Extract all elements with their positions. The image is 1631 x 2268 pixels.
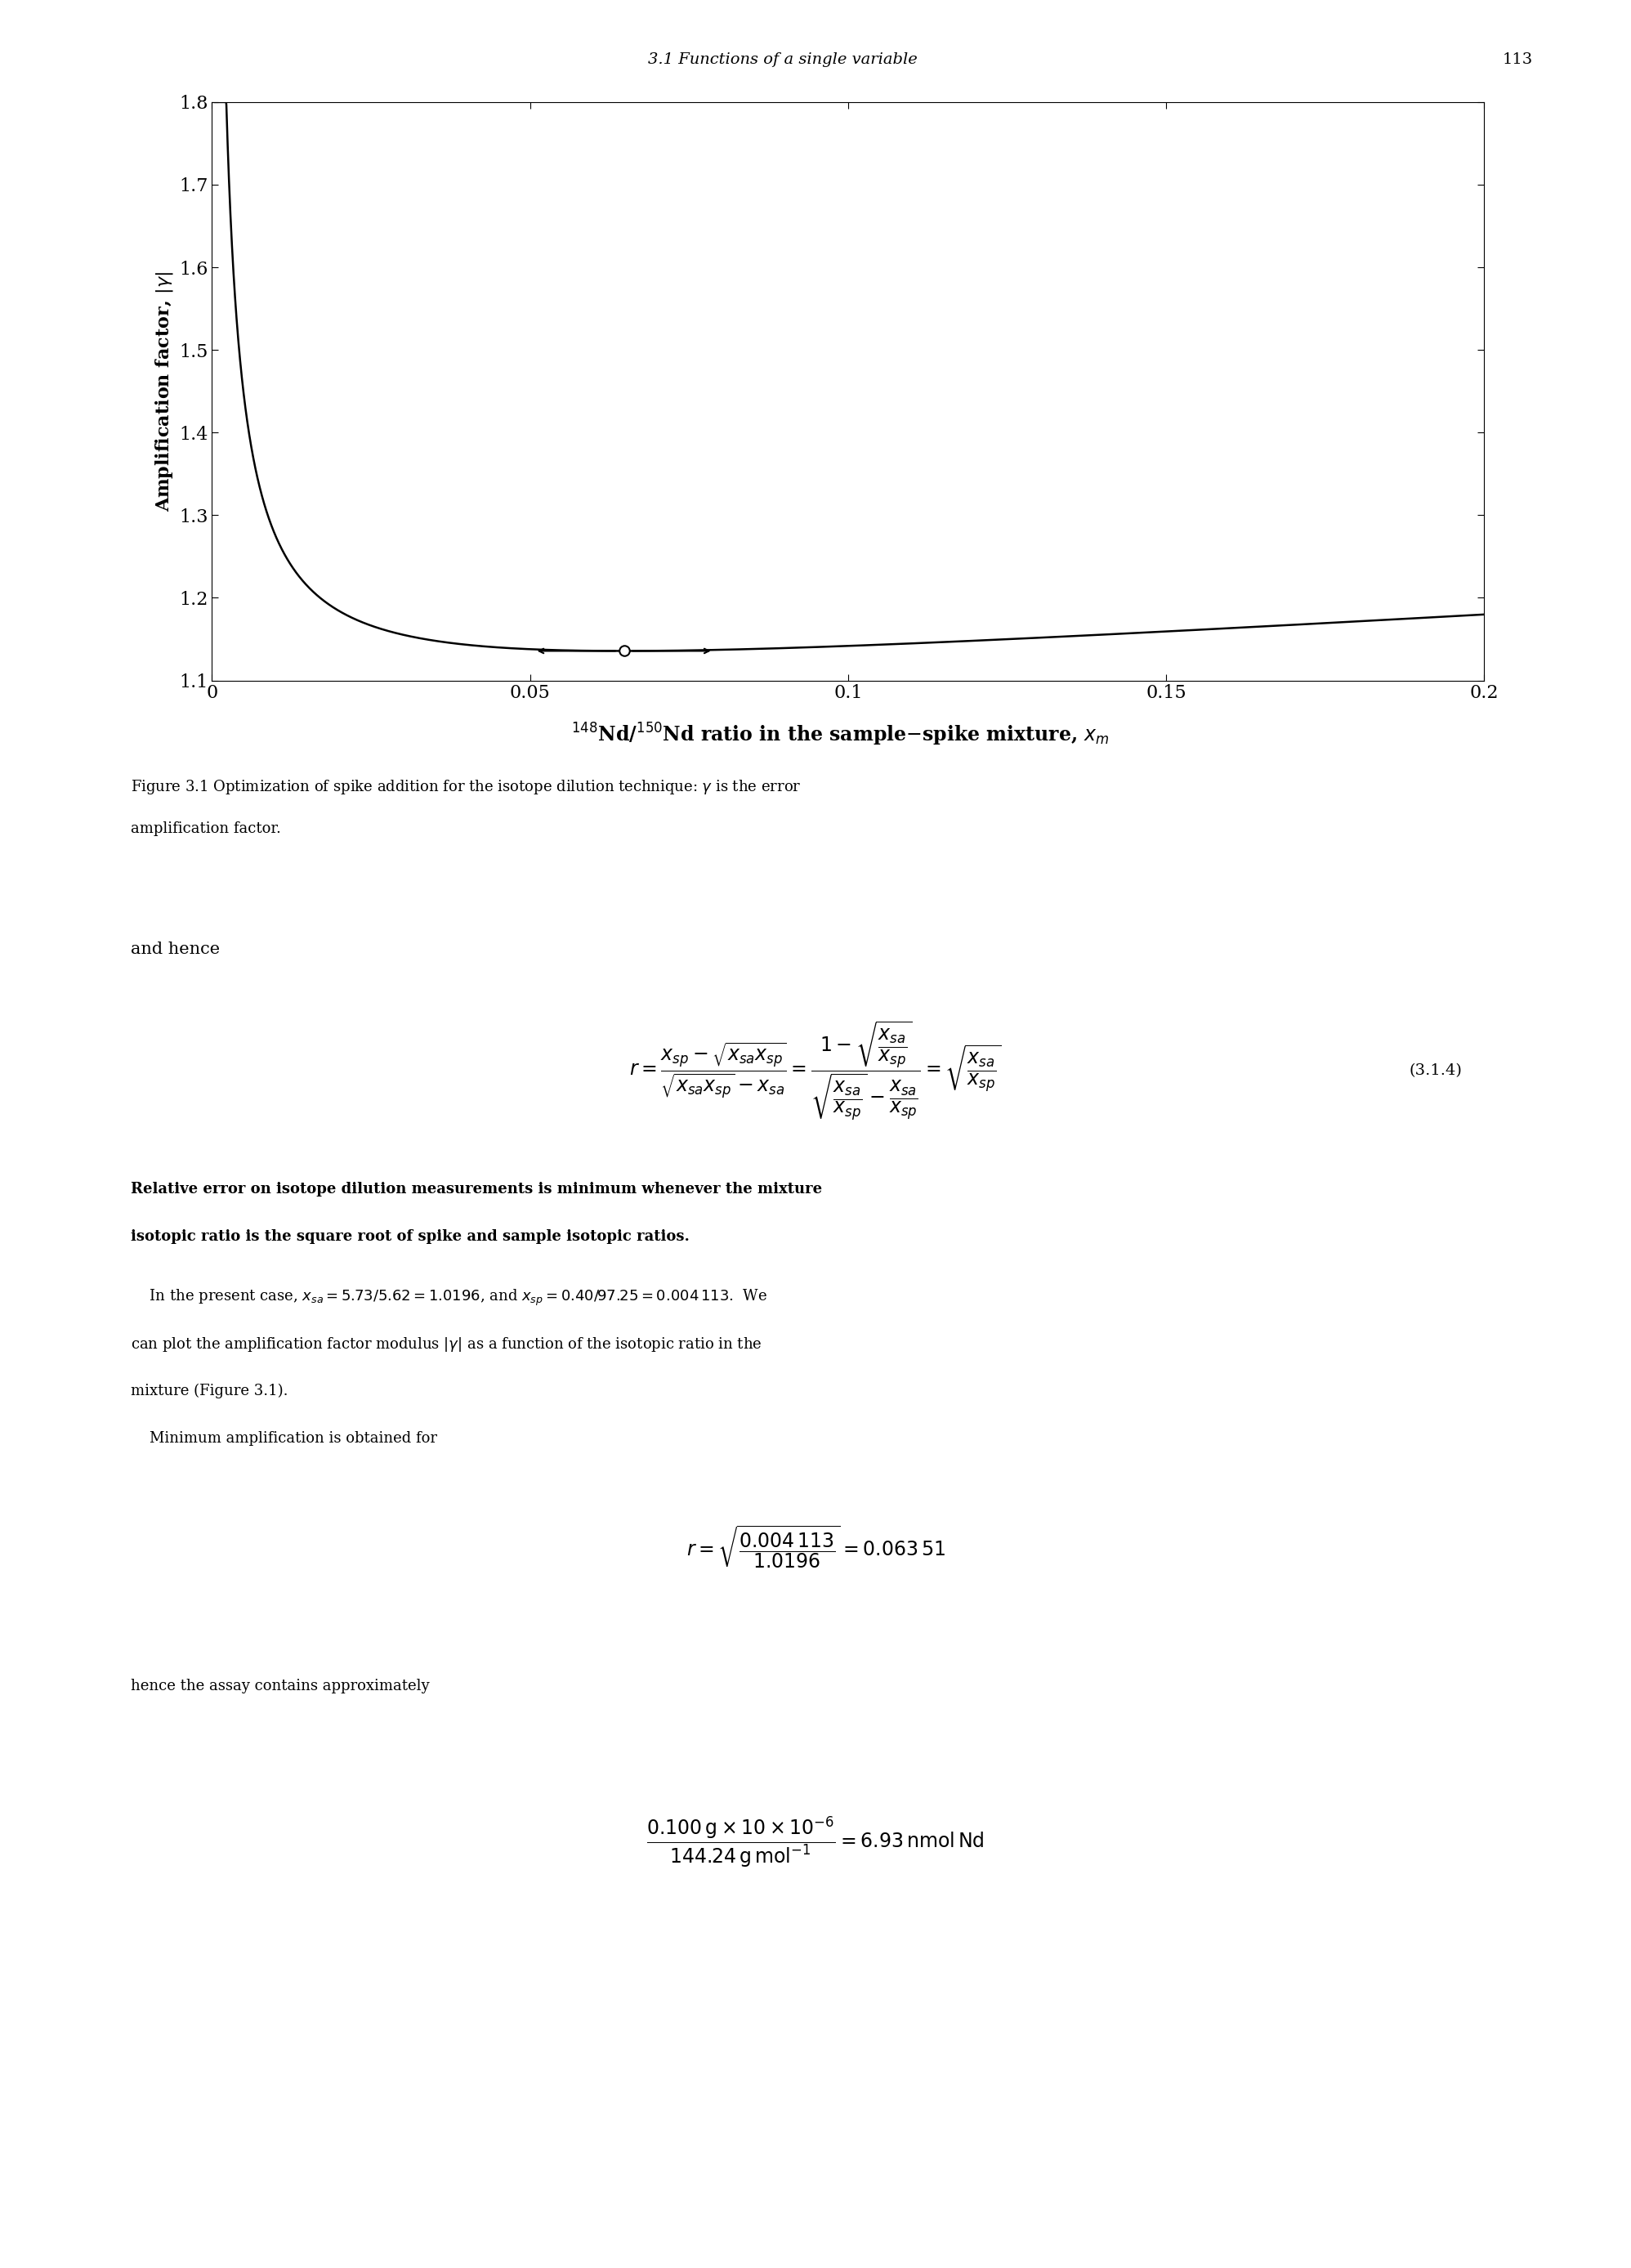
Text: mixture (Figure 3.1).: mixture (Figure 3.1).: [130, 1383, 287, 1399]
Text: Minimum amplification is obtained for: Minimum amplification is obtained for: [130, 1431, 437, 1445]
Text: $^{148}$Nd/$^{150}$Nd ratio in the sample$-$spike mixture, $x_m$: $^{148}$Nd/$^{150}$Nd ratio in the sampl…: [571, 721, 1109, 748]
Text: hence the assay contains approximately: hence the assay contains approximately: [130, 1678, 429, 1692]
Text: In the present case, $x_{sa}=5.73/5.62=1.0196$, and $x_{sp}=0.40/97.25=0.004\,11: In the present case, $x_{sa}=5.73/5.62=1…: [130, 1288, 767, 1309]
Text: Relative error on isotope dilution measurements is minimum whenever the mixture: Relative error on isotope dilution measu…: [130, 1182, 822, 1195]
Y-axis label: Amplification factor, $|\gamma|$: Amplification factor, $|\gamma|$: [153, 270, 175, 513]
Text: Figure 3.1 Optimization of spike addition for the isotope dilution technique: $\: Figure 3.1 Optimization of spike additio…: [130, 778, 801, 796]
Text: $\dfrac{0.100\,\mathrm{g}\times 10\times 10^{-6}}{144.24\,\mathrm{g\,mol}^{-1}}=: $\dfrac{0.100\,\mathrm{g}\times 10\times…: [646, 1814, 985, 1869]
Text: amplification factor.: amplification factor.: [130, 821, 281, 835]
Text: isotopic ratio is the square root of spike and sample isotopic ratios.: isotopic ratio is the square root of spi…: [130, 1229, 690, 1243]
Text: can plot the amplification factor modulus $|\gamma|$ as a function of the isotop: can plot the amplification factor modulu…: [130, 1336, 762, 1354]
Text: (3.1.4): (3.1.4): [1409, 1064, 1461, 1077]
Text: and hence: and hence: [130, 941, 220, 957]
Text: 113: 113: [1502, 52, 1533, 66]
Text: $r=\dfrac{x_{sp}-\sqrt{x_{sa}x_{sp}}}{\sqrt{x_{sa}x_{sp}}-x_{sa}}=\dfrac{1-\sqrt: $r=\dfrac{x_{sp}-\sqrt{x_{sa}x_{sp}}}{\s…: [630, 1018, 1001, 1123]
Text: $r=\sqrt{\dfrac{0.004\,113}{1.0196}}=0.063\,51$: $r=\sqrt{\dfrac{0.004\,113}{1.0196}}=0.0…: [687, 1524, 944, 1572]
Text: 3.1 Functions of a single variable: 3.1 Functions of a single variable: [648, 52, 918, 66]
